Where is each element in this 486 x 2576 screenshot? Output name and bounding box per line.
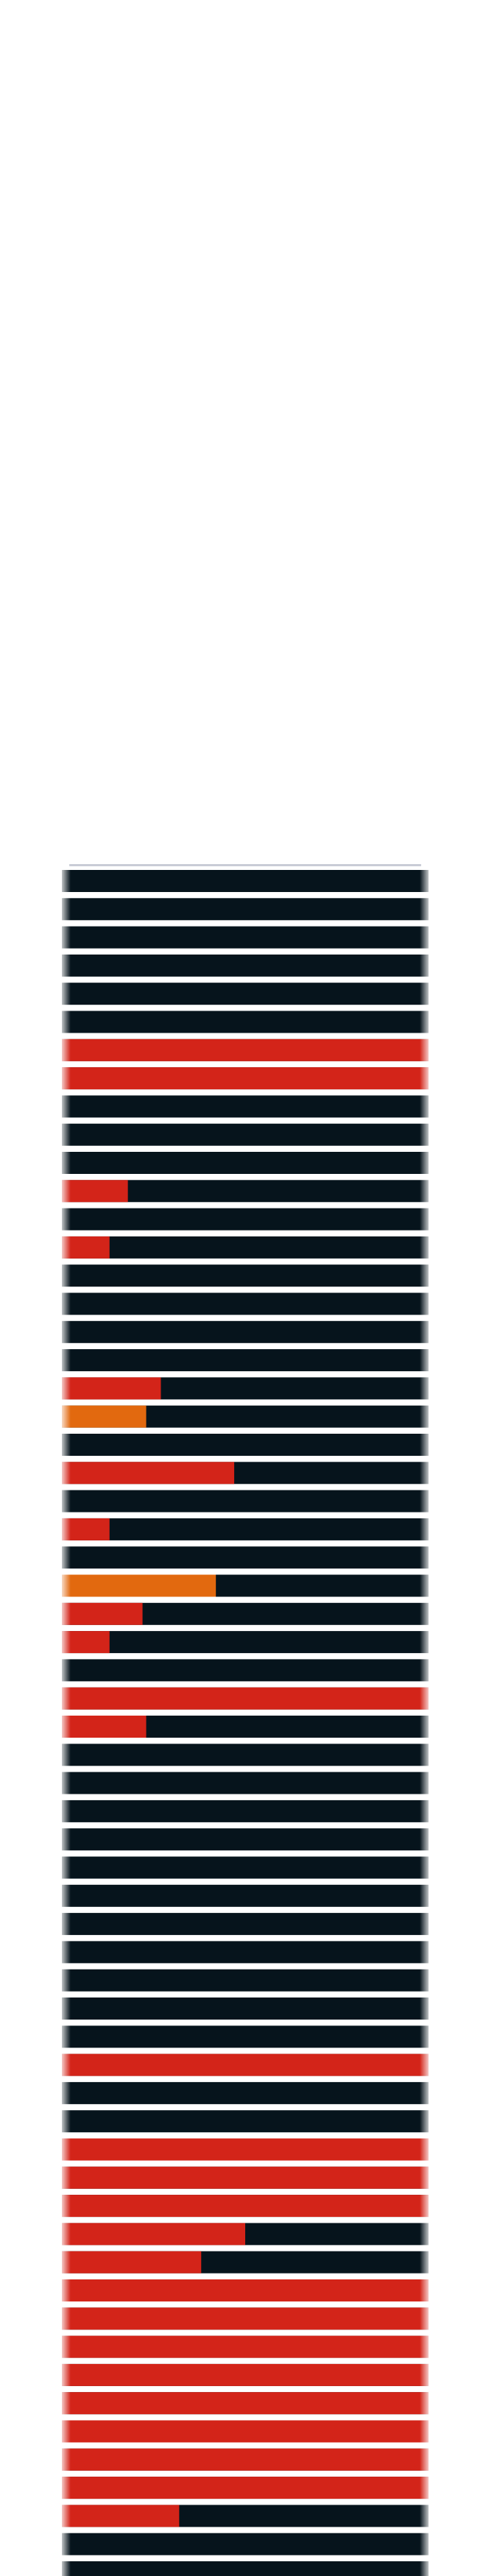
bar-track xyxy=(62,1913,429,1936)
edge-fade-right xyxy=(420,863,432,2576)
bar-track xyxy=(62,2025,429,2048)
bar-fill xyxy=(62,2053,429,2076)
bar-track xyxy=(62,1208,429,1231)
bar-fill xyxy=(62,1574,216,1597)
bar-fill xyxy=(62,1180,128,1203)
bar-fill xyxy=(62,1377,161,1400)
bar-fill xyxy=(62,2223,245,2246)
bar-track xyxy=(62,2081,429,2104)
bar-track xyxy=(62,870,429,892)
bar-fill xyxy=(62,2448,429,2471)
bar-track xyxy=(62,1631,429,1654)
bar-track xyxy=(62,1518,429,1540)
bar-track xyxy=(62,1349,429,1372)
edge-fade-left xyxy=(59,863,71,2576)
bar-fill xyxy=(62,2392,429,2415)
bar-fill xyxy=(62,1038,429,1061)
bar-track xyxy=(62,1800,429,1822)
bar-track xyxy=(62,2561,429,2576)
bar-track xyxy=(62,1744,429,1766)
bar-fill xyxy=(62,1716,147,1738)
bar-track xyxy=(62,1856,429,1879)
bar-track xyxy=(62,1320,429,1343)
edge-fades xyxy=(59,863,432,2576)
bar-fill xyxy=(62,2166,429,2189)
bar-track xyxy=(62,1434,429,1456)
bar-track xyxy=(62,1123,429,1146)
bar-track xyxy=(62,1884,429,1907)
bar-fill xyxy=(62,2363,429,2386)
bar-track xyxy=(62,1264,429,1287)
bar-fill xyxy=(62,2335,429,2358)
bar-track xyxy=(62,898,429,921)
bar-track xyxy=(62,2110,429,2133)
bar-fill xyxy=(62,1462,235,1485)
bar-fill xyxy=(62,2195,429,2218)
bar-fill xyxy=(62,2307,429,2330)
bar-track xyxy=(62,983,429,1005)
bar-track xyxy=(62,926,429,949)
bar-fill xyxy=(62,2420,429,2443)
bar-track xyxy=(62,1292,429,1315)
bar-fill xyxy=(62,2279,429,2301)
bar-track xyxy=(62,1828,429,1851)
bar-top-cap xyxy=(69,864,421,866)
bar-track xyxy=(62,1152,429,1174)
bar-track xyxy=(62,1659,429,1682)
bar-fills xyxy=(62,1038,429,2527)
bar-track xyxy=(62,1772,429,1794)
bar-track xyxy=(62,1998,429,2020)
bar-track xyxy=(62,2533,429,2555)
bar-track xyxy=(62,1490,429,1512)
bar-fill xyxy=(62,1067,429,1090)
bar-track xyxy=(62,1969,429,1992)
bar-fill xyxy=(62,1602,143,1625)
bar-fill xyxy=(62,2138,429,2161)
bar-fill xyxy=(62,2505,180,2527)
bar-track xyxy=(62,1236,429,1259)
bar-fill xyxy=(62,2251,202,2274)
bar-track xyxy=(62,1095,429,1118)
bar-track xyxy=(62,1546,429,1569)
bar-track xyxy=(62,954,429,977)
bar-track xyxy=(62,1941,429,1964)
bar-fill xyxy=(62,2477,429,2499)
bar-fill xyxy=(62,1687,429,1710)
bar-fill xyxy=(62,1405,147,1428)
bar-track xyxy=(62,1011,429,1033)
